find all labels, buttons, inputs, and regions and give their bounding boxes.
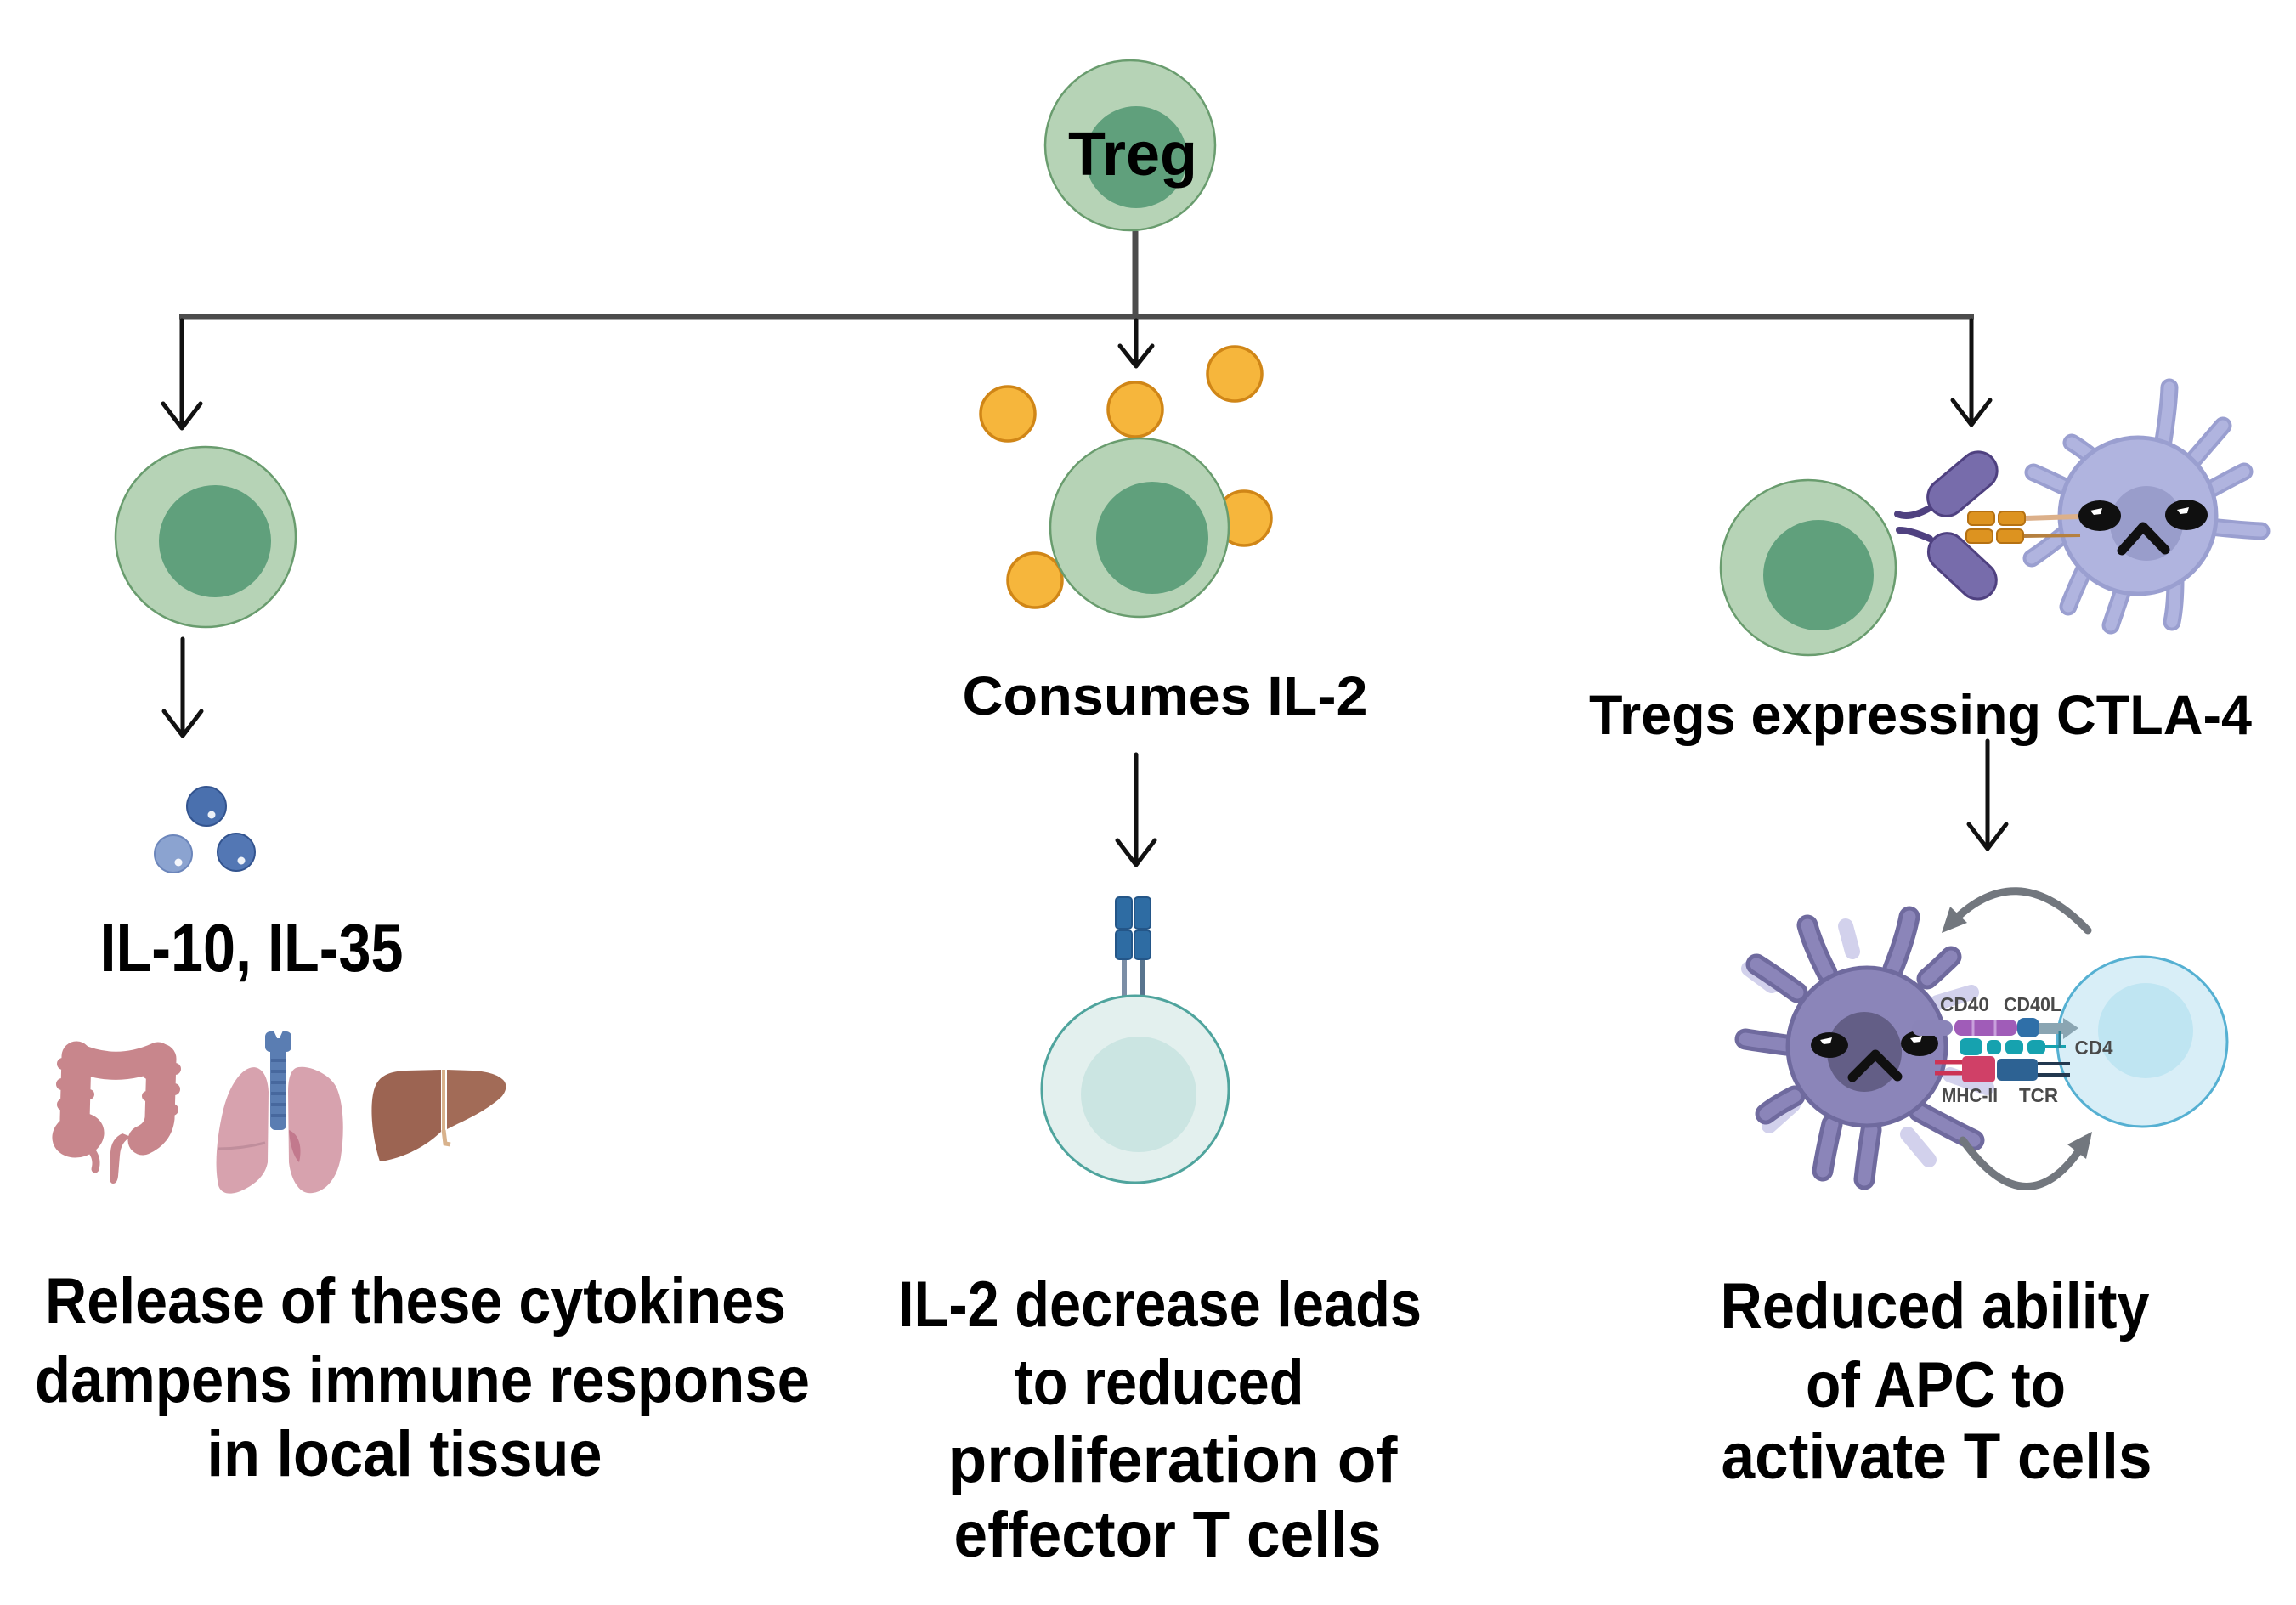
svg-text:TCR: TCR (2019, 1084, 2058, 1106)
svg-text:CD4: CD4 (2075, 1037, 2113, 1059)
svg-text:CD40: CD40 (1940, 993, 1989, 1015)
svg-text:MHC-II: MHC-II (1942, 1084, 1998, 1106)
svg-text:IL-2 decrease leads: IL-2 decrease leads (898, 1269, 1422, 1341)
svg-text:Release of these cytokines: Release of these cytokines (45, 1265, 786, 1337)
svg-text:activate T cells: activate T cells (1722, 1421, 2152, 1493)
svg-text:Consumes IL-2: Consumes IL-2 (963, 665, 1368, 726)
svg-text:Treg: Treg (1068, 121, 1197, 189)
svg-text:proliferation of: proliferation of (948, 1424, 1399, 1496)
svg-text:CD40L: CD40L (2004, 993, 2061, 1015)
svg-text:dampens immune response: dampens immune response (35, 1344, 810, 1416)
svg-text:to reduced: to reduced (1015, 1347, 1304, 1419)
svg-text:in local tissue: in local tissue (207, 1418, 602, 1490)
svg-text:IL-10, IL-35: IL-10, IL-35 (100, 910, 404, 986)
svg-text:effector T cells: effector T cells (954, 1499, 1382, 1571)
svg-text:Reduced ability: Reduced ability (1721, 1270, 2150, 1342)
svg-text:of APC to: of APC to (1806, 1349, 2066, 1421)
svg-text:Tregs expressing CTLA-4: Tregs expressing CTLA-4 (1589, 683, 2252, 746)
